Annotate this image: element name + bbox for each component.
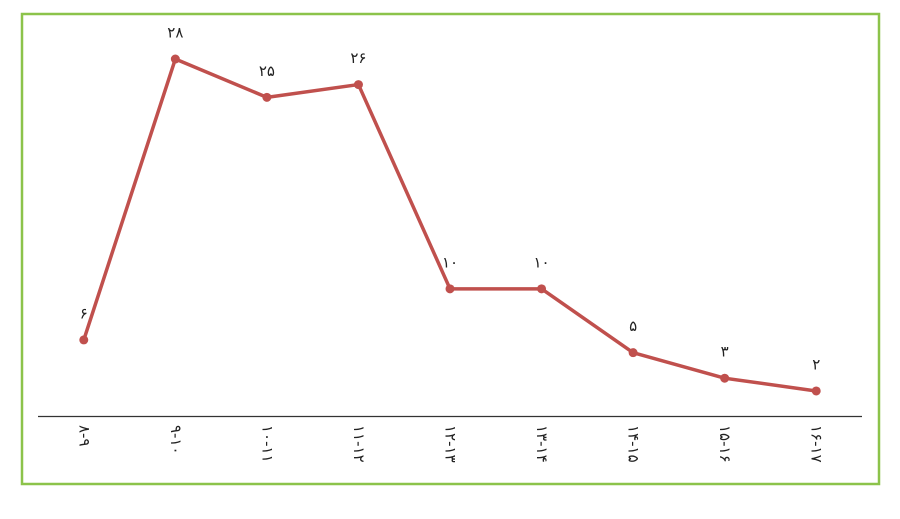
data-point (537, 284, 547, 294)
data-label: ۵ (629, 317, 637, 335)
data-point (170, 54, 180, 64)
x-tick-label: ۹-۱۰ (167, 425, 185, 455)
data-label: ۲۶ (350, 49, 366, 67)
x-tick-label: ۸-۹ (75, 425, 93, 447)
data-point (353, 80, 363, 90)
data-point (445, 284, 455, 294)
data-line (82, 57, 817, 393)
x-tick-label: ۱۶-۱۷ (808, 425, 826, 463)
data-point (262, 92, 272, 102)
data-point (628, 348, 638, 358)
data-label: ۲ (812, 355, 820, 373)
data-label: ۲۸ (167, 24, 183, 42)
data-point (811, 386, 821, 396)
chart-frame (20, 12, 881, 486)
x-tick-label: ۱۲-۱۳ (442, 425, 460, 463)
data-point (720, 373, 730, 383)
x-tick-label: ۱۵-۱۶ (716, 425, 734, 463)
x-tick-label: ۱۰-۱۱ (258, 425, 276, 463)
data-label: ۱۰ (533, 253, 549, 271)
data-label: ۶ (80, 304, 88, 322)
data-point (79, 335, 89, 345)
data-label: ۱۰ (442, 253, 458, 271)
x-tick-label: ۱۱-۱۲ (350, 425, 368, 463)
data-label: ۲۵ (259, 62, 275, 80)
data-label: ۳ (721, 343, 729, 361)
x-tick-label: ۱۴-۱۵ (625, 425, 643, 463)
x-tick-label: ۱۳-۱۴ (533, 425, 551, 463)
